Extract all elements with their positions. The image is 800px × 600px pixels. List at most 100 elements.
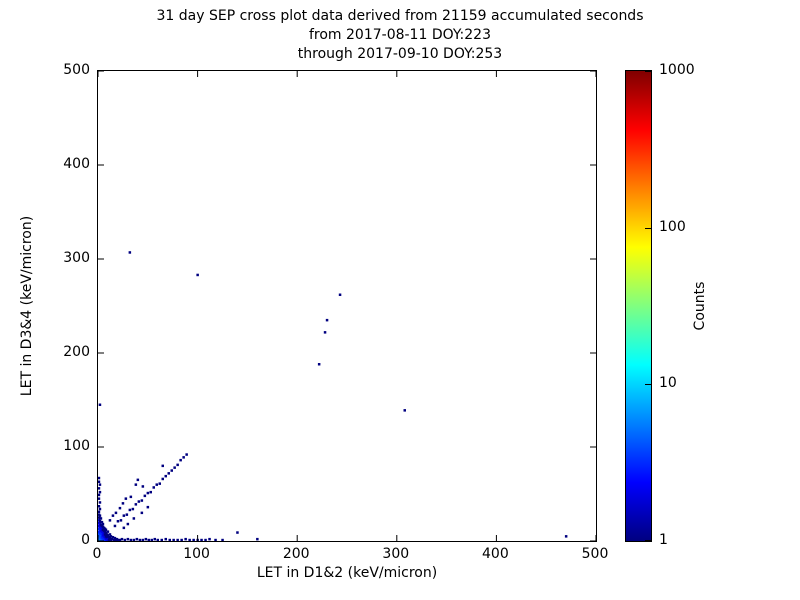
scatter-point (147, 538, 150, 541)
scatter-point (164, 537, 167, 541)
scatter-point (113, 536, 117, 540)
scatter-point (112, 538, 116, 541)
colorbar-tick-mark (645, 540, 651, 541)
scatter-point (136, 478, 140, 482)
scatter-point (146, 505, 150, 509)
scatter-point (129, 538, 133, 541)
scatter-point (144, 537, 148, 541)
y-tick-label: 500 (63, 62, 90, 78)
scatter-point (161, 464, 164, 468)
scatter-point (106, 530, 110, 533)
scatter-point (103, 533, 107, 536)
colorbar-label: Counts (692, 281, 708, 331)
scatter-point (176, 538, 179, 541)
scatter-point (168, 538, 171, 541)
x-tick-label: 200 (282, 546, 310, 562)
scatter-point (123, 538, 127, 541)
scatter-point (100, 520, 104, 524)
y-axis-label: LET in D3&4 (keV/micron) (19, 215, 35, 397)
scatter-point (160, 538, 163, 541)
chart-title: 31 day SEP cross plot data derived from … (156, 8, 644, 24)
scatter-point (564, 535, 568, 538)
scatter-point (317, 363, 321, 366)
scatter-point (149, 490, 152, 494)
colorbar-tick-mark (645, 384, 651, 386)
scatter-point (208, 537, 211, 541)
scatter-point (134, 483, 138, 486)
x-tick-label: 100 (183, 546, 210, 562)
scatter-point (167, 472, 170, 475)
chart-title-block: 31 day SEP cross plot data derived from … (0, 7, 800, 64)
scatter-point (141, 538, 145, 541)
scatter-point (114, 511, 118, 515)
scatter-point (98, 505, 101, 508)
scatter-point (119, 519, 123, 522)
scatter-point (200, 538, 203, 541)
scatter-point (403, 409, 406, 412)
scatter-point (156, 538, 159, 541)
colorbar-tick-mark (645, 227, 651, 229)
scatter-point (116, 520, 120, 523)
scatter-point (120, 537, 124, 541)
scatter-point (338, 293, 342, 296)
scatter-point (108, 533, 112, 536)
scatter-point (135, 537, 139, 541)
scatter-point (173, 466, 176, 469)
scatter-point (155, 483, 158, 486)
scatter-point (98, 501, 102, 504)
scatter-point (236, 531, 239, 534)
colorbar-tick-label: 1 (659, 532, 668, 548)
scatter-point (104, 531, 108, 534)
scatter-point (138, 538, 142, 541)
scatter-point (141, 485, 145, 488)
scatter-point (164, 474, 167, 478)
scatter-point (124, 497, 128, 500)
scatter-point (125, 513, 129, 516)
scatter-point (132, 538, 136, 541)
scatter-point (118, 538, 122, 541)
scatter-point (170, 469, 173, 472)
colorbar-tick-label: 1000 (659, 62, 695, 78)
scatter-point (126, 537, 130, 541)
colorbar-tick-label: 100 (659, 218, 686, 235)
scatter-point (104, 528, 108, 531)
colorbar-gradient (626, 71, 651, 541)
scatter-point (323, 331, 327, 334)
scatter-point (131, 507, 135, 511)
scatter-point (137, 500, 141, 503)
scatter-point (98, 480, 101, 483)
scatter-point (98, 493, 101, 497)
scatter-point (122, 514, 126, 517)
scatter-point (192, 538, 195, 541)
scatter-point (182, 456, 185, 459)
scatter-point (108, 536, 112, 540)
scatter-point (121, 502, 125, 505)
y-tick-label: 200 (63, 344, 90, 360)
scatter-point (110, 537, 114, 541)
scatter-point (109, 535, 113, 538)
colorbar (625, 70, 652, 542)
scatter-point (98, 490, 102, 494)
x-tick-label: 400 (482, 546, 509, 562)
x-tick-label: 0 (92, 546, 102, 562)
scatter-point (176, 463, 179, 467)
x-tick-label: 300 (382, 546, 410, 562)
scatter-point (108, 519, 112, 522)
scatter-point (184, 537, 187, 541)
scatter-point (153, 537, 156, 541)
scatter-point (128, 508, 132, 512)
scatter-point (146, 491, 150, 495)
scatter-point (111, 536, 115, 539)
scatter-point (188, 538, 191, 541)
y-tick-label: 100 (63, 438, 90, 454)
scatter-point (180, 538, 183, 541)
scatter-point (150, 538, 153, 541)
scatter-point (204, 538, 207, 541)
scatter-point (161, 477, 164, 481)
scatter-point (99, 517, 103, 520)
scatter-point (98, 514, 102, 517)
scatter-point (152, 486, 155, 489)
scatter-point (172, 538, 175, 541)
scatter-point (185, 453, 188, 456)
scatter-point (118, 506, 122, 510)
